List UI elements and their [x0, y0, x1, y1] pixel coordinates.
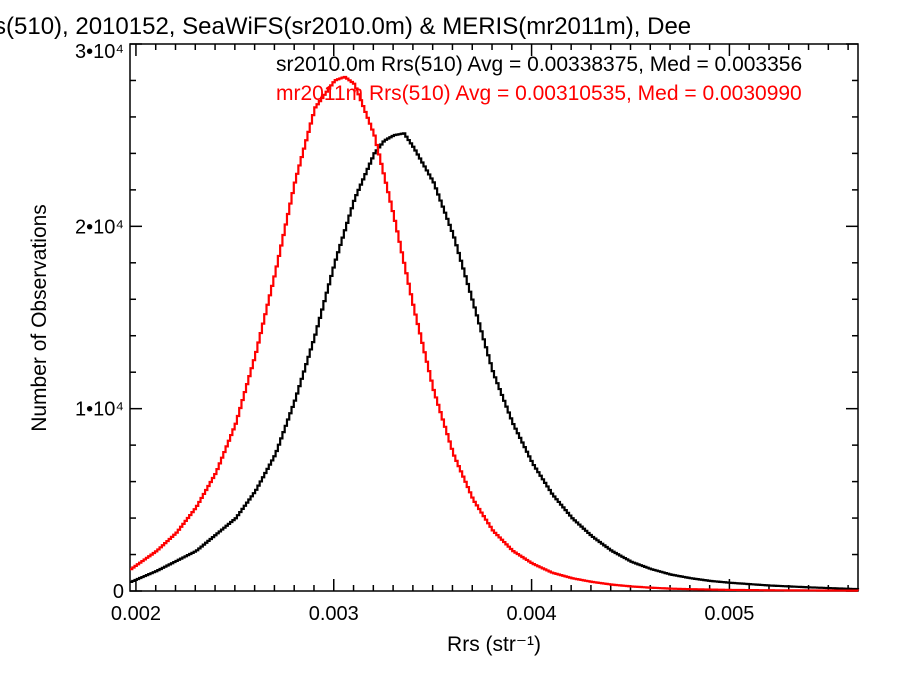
chart-title: s(510), 2010152, SeaWiFS(sr2010.0m) & ME… [0, 13, 691, 40]
series-line-sr2010 [130, 132, 860, 591]
y-tick-label: 1•10⁴ [75, 399, 124, 421]
y-axis-label: Number of Observations [28, 204, 51, 432]
series-layer [130, 75, 860, 592]
x-axis-label-text: Rrs (str⁻¹) [447, 633, 541, 656]
x-axis-label: Rrs (str⁻¹) [447, 633, 541, 656]
y-tick-label: 3•10⁴ [75, 41, 124, 63]
y-tick-label: 2•10⁴ [75, 216, 124, 238]
x-tick-label: 0.002 [111, 603, 161, 625]
x-tick-label: 0.005 [704, 603, 754, 625]
axis-tick-labels: 0.002 0.003 0.004 0.005 0 1•10⁴ 2•10⁴ 3•10⁴ [75, 41, 754, 625]
axis-ticks [130, 43, 858, 592]
series-line-mr2011m [130, 75, 860, 592]
plot-frame [129, 43, 859, 592]
legend-entry-sr2010: sr2010.0m Rrs(510) Avg = 0.00338375, Med… [276, 53, 802, 76]
y-tick-label: 0 [113, 581, 124, 603]
x-tick-label: 0.003 [309, 603, 359, 625]
x-tick-label: 0.004 [507, 603, 557, 625]
legend-entry-mr2011m: mr2011m Rrs(510) Avg = 0.00310535, Med =… [276, 82, 802, 105]
plot-area [129, 43, 859, 592]
